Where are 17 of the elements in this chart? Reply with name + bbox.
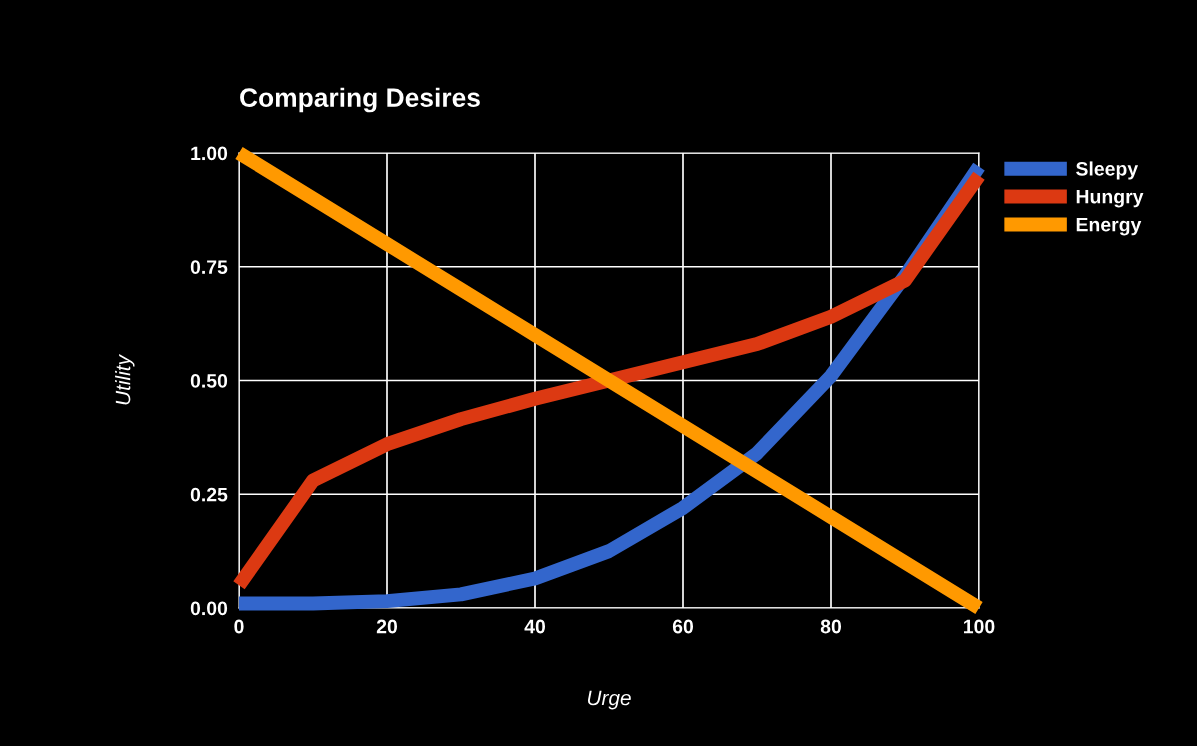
chart-title: Comparing Desires [240,87,480,113]
legend-label: Sleepy [1076,161,1139,180]
legend-label: Energy [1076,217,1142,236]
x-axis-title: Urge [587,690,631,710]
x-tick-label: 100 [964,619,995,634]
legend-label: Hungry [1076,189,1144,208]
x-tick-label: 60 [672,619,694,634]
x-tick-label: 0 [234,619,244,634]
y-tick-label: 0.50 [190,373,228,388]
x-tick-label: 20 [376,619,398,634]
y-tick-label: 0.75 [190,260,228,274]
x-tick-label: 80 [820,619,842,634]
y-tick-label: 1.00 [191,146,228,161]
y-axis-title: Utility [115,353,135,405]
x-tick-label: 40 [524,619,546,634]
y-tick-label: 0.25 [190,487,228,502]
y-tick-label: 0.00 [190,601,228,616]
